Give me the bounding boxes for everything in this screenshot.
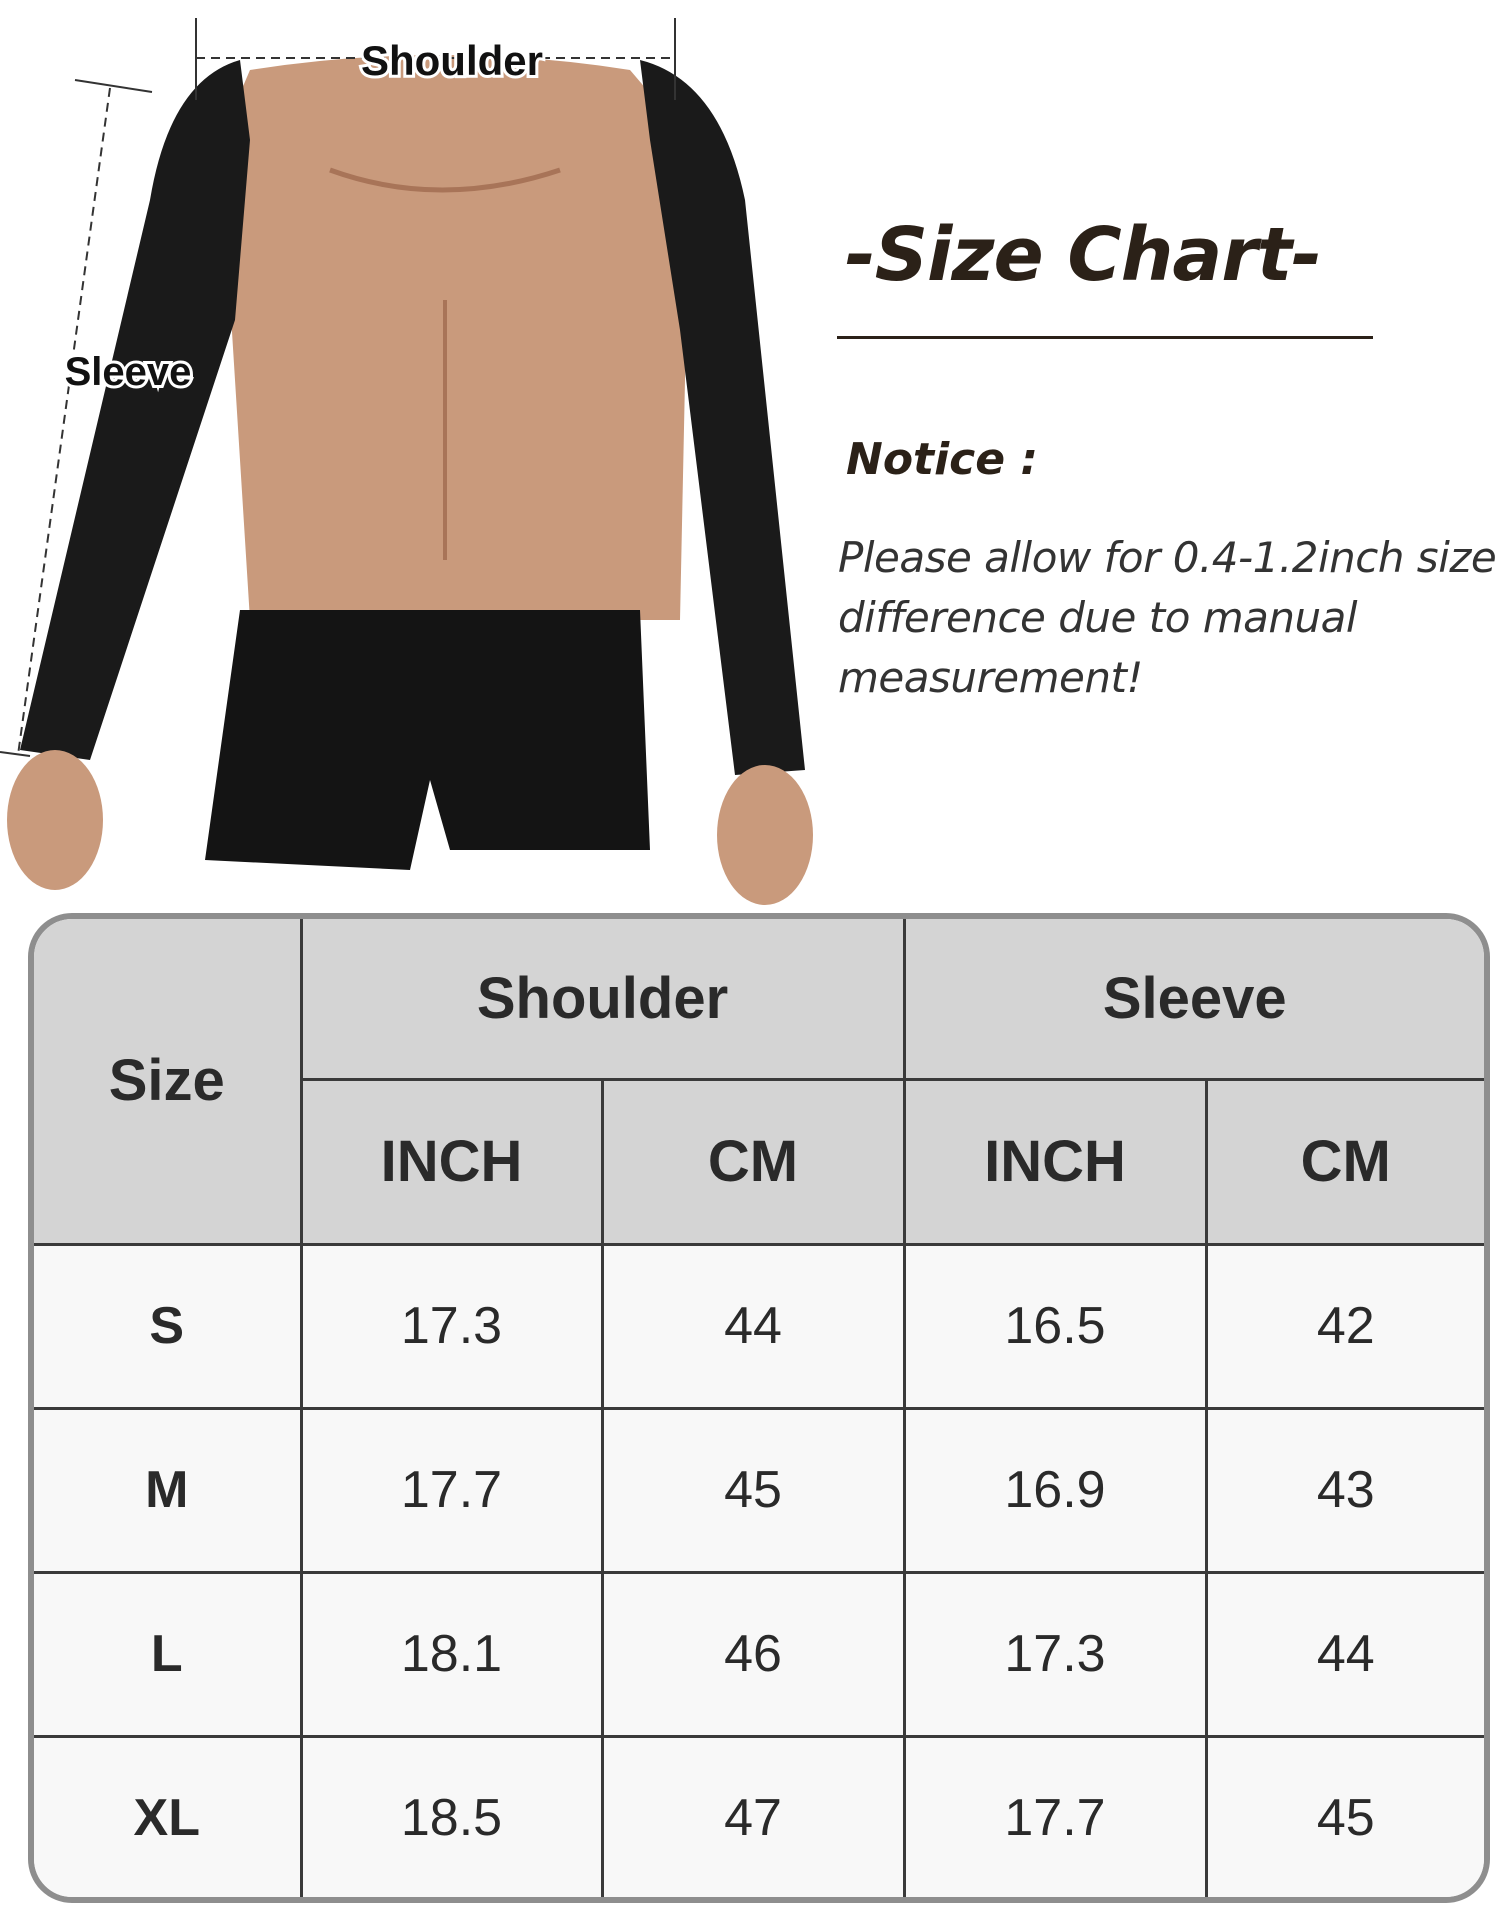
sleeve-label: Sleeve	[65, 350, 192, 394]
table-row: M 17.7 45 16.9 43	[34, 1406, 1484, 1574]
size-cell: XL	[34, 1735, 303, 1897]
model-photo: Shoulder Sleeve	[0, 18, 813, 905]
shoulder-measure-line	[195, 18, 676, 100]
value-cell: 43	[1204, 1406, 1484, 1574]
size-header: Size	[34, 919, 303, 1246]
value-cell: 18.1	[299, 1570, 604, 1739]
sleeve-header: Sleeve	[902, 919, 1484, 1081]
notice-label: Notice :	[846, 434, 1039, 485]
value-cell: 45	[600, 1406, 906, 1574]
value-cell: 16.9	[902, 1406, 1208, 1574]
value-cell: 16.5	[902, 1242, 1208, 1410]
size-cell: M	[34, 1406, 303, 1574]
unit-header: INCH	[902, 1077, 1208, 1246]
value-cell: 44	[1204, 1570, 1484, 1739]
shoulder-label: Shoulder	[361, 37, 543, 84]
notice-text: Please allow for 0.4-1.2inch size differ…	[838, 533, 1497, 702]
size-cell: S	[34, 1242, 303, 1410]
value-cell: 17.3	[299, 1242, 604, 1410]
unit-header: CM	[600, 1077, 906, 1246]
size-chart-title: -Size Chart-	[845, 212, 1322, 298]
model-figure	[7, 55, 813, 905]
value-cell: 44	[600, 1242, 906, 1410]
value-cell: 17.7	[902, 1735, 1208, 1897]
sleeve-measure-line	[0, 79, 153, 757]
unit-header: CM	[1204, 1077, 1484, 1246]
size-table: Size Shoulder Sleeve INCH CM INCH CM S 1…	[28, 913, 1490, 1903]
value-cell: 18.5	[299, 1735, 604, 1897]
shoulder-header: Shoulder	[299, 919, 906, 1081]
table-row: L 18.1 46 17.3 44	[34, 1570, 1484, 1739]
value-cell: 17.7	[299, 1406, 604, 1574]
table-row: S 17.3 44 16.5 42	[34, 1242, 1484, 1410]
title-divider	[837, 336, 1373, 339]
table-row: XL 18.5 47 17.7 45	[34, 1735, 1484, 1897]
unit-header: INCH	[301, 1077, 604, 1246]
size-cell: L	[34, 1570, 303, 1739]
value-cell: 46	[600, 1570, 906, 1739]
value-cell: 47	[600, 1735, 906, 1897]
value-cell: 17.3	[902, 1570, 1208, 1739]
value-cell: 45	[1204, 1735, 1484, 1897]
value-cell: 42	[1204, 1242, 1484, 1410]
